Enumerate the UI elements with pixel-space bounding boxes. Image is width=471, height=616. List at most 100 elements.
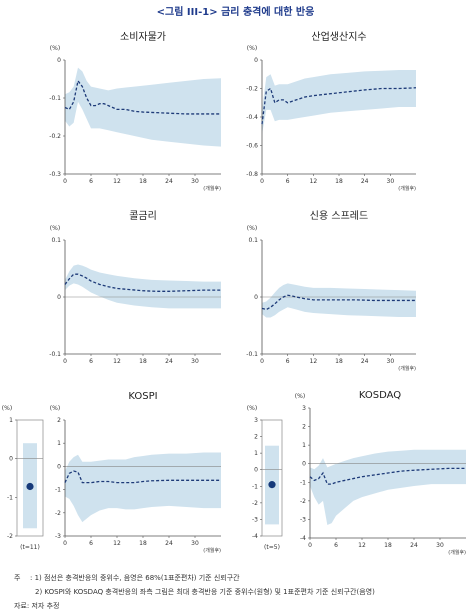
confidence-band-1 [262,69,416,135]
y-tick-label-2-2: -0.1 [49,351,61,358]
max-response-frame-0 [16,419,44,537]
y-tick-label-5-6: -3 [300,516,306,523]
x-tick-label-5-0: 0 [308,542,312,549]
chart-title-5: KOSDAQ [359,390,401,401]
max-response-y-tick-label-0-1: 0 [9,456,13,463]
x-tick-label-5-2: 12 [358,542,366,549]
max-response-category-0: (t=11) [20,544,40,551]
x-tick-label-0-4: 24 [165,178,173,185]
max-response-y-tick-label-1-4: -1 [252,483,258,490]
y-tick-label-1-1: -0.2 [246,86,258,93]
x-tick-label-2-4: 24 [165,358,173,365]
chart-title-2: 콜금리 [129,210,157,222]
x-tick-label-1-4: 24 [361,178,369,185]
x-tick-label-4-3: 18 [139,540,147,547]
max-response-y-tick-label-1-1: 2 [254,434,258,441]
max-response-y-tick-label-1-6: -3 [252,516,258,523]
y-unit-label-5: (%) [295,393,305,400]
x-tick-label-2-0: 0 [63,358,67,365]
y-tick-label-0-0: 0 [57,57,61,64]
median-line-0 [64,79,221,115]
max-response-y-tick-label-1-0: 3 [254,417,258,424]
max-response-y-tick-label-1-7: -4 [252,533,258,540]
y-unit-label-2: (%) [50,225,60,232]
y-tick-label-0-1: -0.1 [49,95,61,102]
y-tick-label-1-0: 0 [254,57,258,64]
x-tick-label-4-4: 24 [165,540,173,547]
note-prefix: 주 [14,574,21,582]
y-tick-label-4-0: 2 [57,417,61,424]
x-tick-label-4-2: 12 [113,540,121,547]
x-tick-label-4-0: 0 [63,540,67,547]
note-line-1: : 1) 점선은 충격반응의 중위수, 음영은 68%(1표준편차) 기준 신뢰… [30,574,240,582]
max-response-y-tick-label-0-2: -1 [7,494,13,501]
max-response-unit-1: (%) [247,405,257,412]
x-tick-label-1-5: 30 [387,178,395,185]
median-line-3 [261,294,416,311]
y-unit-label-0: (%) [50,45,60,52]
x-tick-label-2-1: 6 [89,358,93,365]
x-tick-label-3-1: 6 [286,358,290,365]
y-tick-label-0-3: -0.3 [49,171,61,178]
max-response-y-tick-label-1-5: -2 [252,500,258,507]
y-tick-label-1-4: -0.8 [246,171,258,178]
confidence-band-4 [65,452,221,523]
x-tick-label-1-0: 0 [260,178,264,185]
max-response-point-1 [268,481,276,489]
y-tick-label-3-0: 0.1 [248,237,258,244]
median-line-2 [64,273,221,292]
median-line-4 [64,470,221,484]
x-tick-label-5-4: 24 [410,542,418,549]
y-tick-label-4-2: 0 [57,463,61,470]
y-tick-label-4-1: 1 [57,440,61,447]
x-tick-label-4-1: 6 [89,540,93,547]
y-unit-label-1: (%) [247,45,257,52]
x-tick-label-0-5: 30 [191,178,199,185]
y-tick-label-4-4: -2 [55,510,61,517]
x-tick-label-3-2: 12 [310,358,318,365]
max-response-unit-0: (%) [2,405,12,412]
y-tick-label-2-0: 0.1 [51,237,61,244]
x-tick-label-5-1: 6 [334,542,338,549]
max-response-y-tick-label-0-3: -2 [7,533,13,540]
x-tick-label-0-2: 12 [113,178,121,185]
confidence-band-5 [310,449,466,525]
x-unit-label-1: (개월후) [398,185,416,192]
chart-title-0: 소비자물가 [120,31,166,43]
y-tick-label-3-2: -0.1 [246,351,258,358]
y-tick-label-5-1: 2 [302,424,306,431]
note-source: 자료: 저자 추정 [14,602,60,610]
x-tick-label-2-3: 18 [139,358,147,365]
max-response-frame-1 [261,419,283,537]
y-tick-label-2-1: 0 [57,294,61,301]
x-tick-label-1-2: 12 [310,178,318,185]
x-tick-label-0-1: 6 [89,178,93,185]
x-tick-label-3-0: 0 [260,358,264,365]
x-unit-label-3: (개월후) [398,365,416,372]
median-line-5 [309,467,466,485]
x-tick-label-1-1: 6 [286,178,290,185]
y-unit-label-3: (%) [247,225,257,232]
x-tick-label-0-3: 18 [139,178,147,185]
y-tick-label-5-2: 1 [302,442,306,449]
x-tick-label-0-0: 0 [63,178,67,185]
y-tick-label-5-4: -1 [300,479,306,486]
y-tick-label-1-3: -0.6 [246,143,258,150]
y-unit-label-4: (%) [50,405,60,412]
max-response-point-0 [26,482,34,491]
x-tick-label-5-5: 30 [436,542,444,549]
y-tick-label-5-3: 0 [302,461,306,468]
x-tick-label-2-5: 30 [191,358,199,365]
chart-title-1: 산업생산지수 [311,30,366,43]
y-tick-label-5-7: -4 [300,535,306,542]
max-response-y-tick-label-0-0: 1 [9,417,13,424]
x-tick-label-2-2: 12 [113,358,121,365]
chart-title-3: 신용 스프레드 [310,210,368,222]
y-tick-label-4-5: -3 [55,533,61,540]
y-tick-label-5-5: -2 [300,498,306,505]
y-tick-label-3-1: 0 [254,294,258,301]
x-tick-label-3-3: 18 [335,358,343,365]
x-tick-label-4-5: 30 [191,540,199,547]
max-response-y-tick-label-1-2: 1 [254,450,258,457]
